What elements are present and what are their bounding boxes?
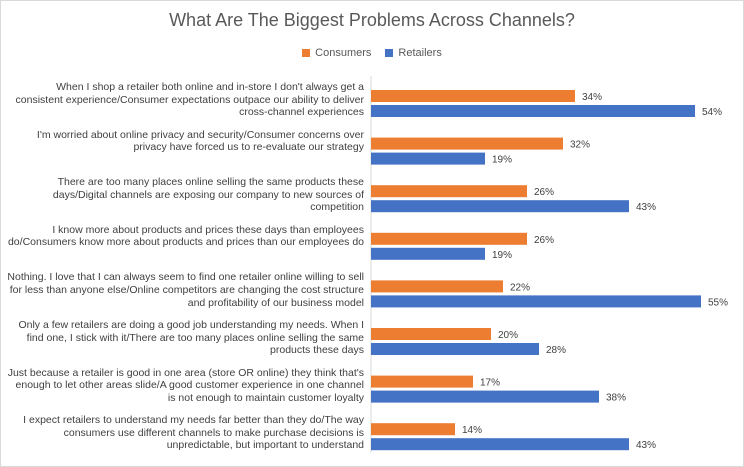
- category-label: I expect retailers to understand my need…: [23, 414, 364, 452]
- category-label: Nothing. I love that I can always seem t…: [7, 271, 364, 309]
- bar-retailers: [371, 247, 485, 260]
- data-label-retailers: 19%: [492, 250, 512, 261]
- bar-retailers: [371, 390, 599, 403]
- data-label-retailers: 28%: [546, 345, 566, 356]
- legend-item-consumers: Consumers: [302, 47, 371, 59]
- category-label: There are too many places online selling…: [52, 176, 364, 214]
- data-label-consumers: 34%: [582, 92, 602, 103]
- data-label-retailers: 43%: [636, 202, 656, 213]
- data-label-retailers: 19%: [492, 155, 512, 166]
- bar-consumers: [371, 232, 527, 245]
- bar-retailers: [371, 343, 539, 355]
- category-label: Just because a retailer is good in one a…: [7, 366, 364, 404]
- chart-title: What Are The Biggest Problems Across Cha…: [169, 10, 575, 30]
- bar-consumers: [371, 137, 563, 150]
- data-label-consumers: 14%: [462, 425, 482, 436]
- legend-swatch-consumers: [302, 49, 311, 57]
- bar-consumers: [371, 423, 455, 436]
- data-label-retailers: 43%: [636, 440, 656, 451]
- legend-item-retailers: Retailers: [385, 47, 442, 59]
- data-label-consumers: 26%: [534, 187, 554, 198]
- bar-consumers: [371, 328, 491, 340]
- category-label: I'm worried about online privacy and sec…: [36, 128, 364, 154]
- bar-consumers: [371, 375, 473, 388]
- data-label-retailers: 55%: [708, 297, 728, 308]
- legend: Consumers Retailers: [0, 47, 744, 59]
- legend-label-retailers: Retailers: [398, 47, 442, 59]
- data-label-consumers: 20%: [498, 330, 518, 341]
- data-label-consumers: 32%: [570, 140, 590, 151]
- bar-consumers: [371, 185, 527, 198]
- category-label: Only a few retailers are doing a good jo…: [18, 319, 364, 357]
- category-label: I know more about products and prices th…: [7, 223, 364, 249]
- legend-label-consumers: Consumers: [315, 47, 372, 59]
- bar-retailers: [371, 105, 695, 117]
- data-label-consumers: 22%: [510, 282, 530, 293]
- data-label-consumers: 26%: [534, 235, 554, 246]
- data-label-retailers: 38%: [606, 393, 626, 404]
- bar-retailers: [371, 438, 629, 451]
- bar-consumers: [371, 280, 503, 293]
- data-label-consumers: 17%: [480, 378, 500, 389]
- category-label: When I shop a retailer both online and i…: [15, 81, 364, 119]
- legend-swatch-retailers: [385, 49, 394, 57]
- bar-retailers: [371, 200, 629, 213]
- bar-consumers: [371, 90, 575, 102]
- bar-retailers: [371, 152, 485, 165]
- bar-retailers: [371, 295, 701, 308]
- data-label-retailers: 54%: [702, 107, 722, 118]
